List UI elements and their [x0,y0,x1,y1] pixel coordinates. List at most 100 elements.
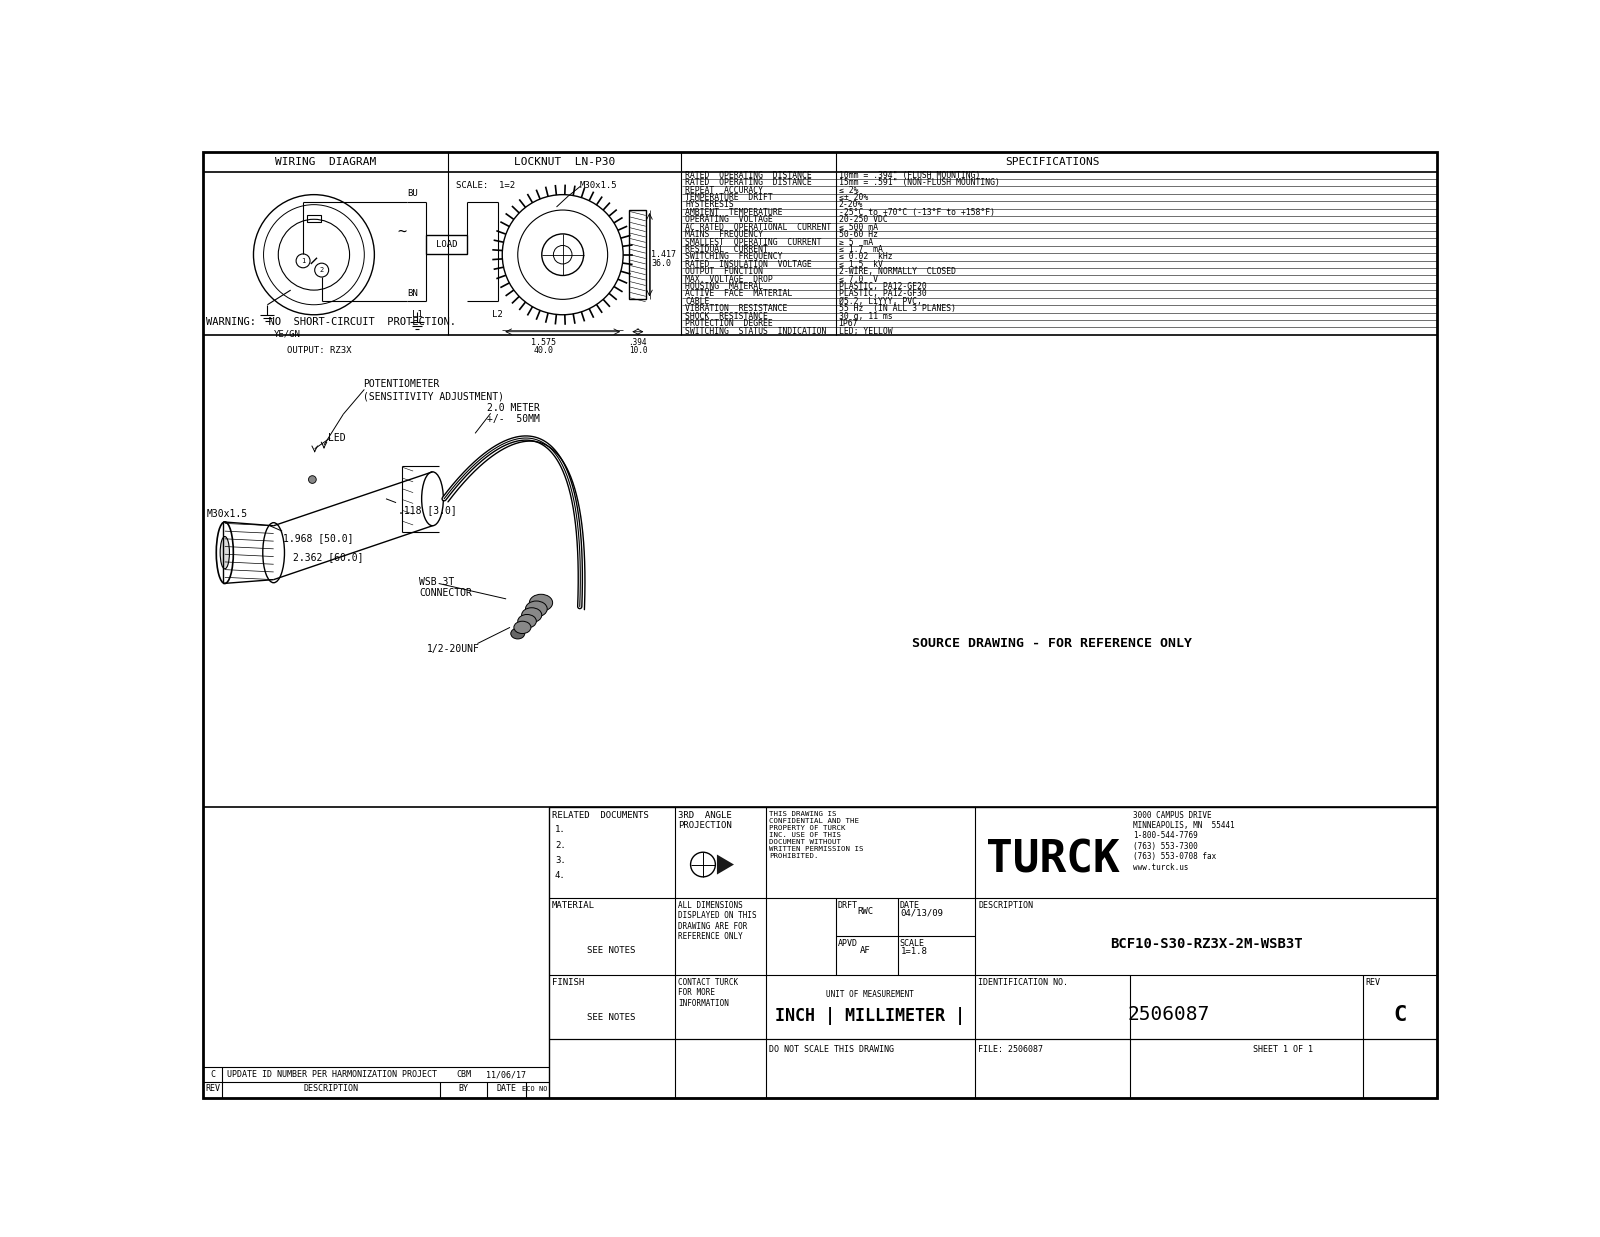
Text: WSB 3T
CONNECTOR: WSB 3T CONNECTOR [419,576,472,599]
Text: CABLE: CABLE [685,297,709,306]
Text: .118 [3.0]: .118 [3.0] [398,505,456,515]
Text: OPERATING  VOLTAGE: OPERATING VOLTAGE [685,215,773,224]
Text: ≥ 5  mA: ≥ 5 mA [838,238,872,246]
Ellipse shape [510,628,525,640]
Text: L1: L1 [411,310,422,319]
Text: WIRING  DIAGRAM: WIRING DIAGRAM [275,157,376,167]
Text: DO NOT SCALE THIS DRAWING: DO NOT SCALE THIS DRAWING [770,1045,894,1054]
Text: DRFT: DRFT [838,901,858,909]
Text: ≤ 1.5  kV: ≤ 1.5 kV [838,260,883,268]
Ellipse shape [216,522,234,584]
Text: 10mm = .394" (FLUSH MOUNTING): 10mm = .394" (FLUSH MOUNTING) [838,171,979,179]
Bar [629,210,646,299]
Text: SHOCK  RESISTANCE: SHOCK RESISTANCE [685,312,768,320]
Bar [307,215,322,223]
Text: PROTECTION  DEGREE: PROTECTION DEGREE [685,319,773,328]
Text: M30x1.5: M30x1.5 [579,181,618,189]
Text: PLASTIC, PA12-GF30: PLASTIC, PA12-GF30 [838,289,926,298]
Text: CONTACT TURCK
FOR MORE
INFORMATION: CONTACT TURCK FOR MORE INFORMATION [678,977,738,1007]
Ellipse shape [518,615,536,628]
Text: 1/2-20UNF: 1/2-20UNF [427,643,480,653]
Text: REV: REV [205,1084,219,1094]
Text: C: C [210,1070,214,1079]
Text: RESIDUAL  CURRENT: RESIDUAL CURRENT [685,245,768,254]
Text: AF: AF [859,945,870,955]
Text: MAX. VOLTAGE  DROP: MAX. VOLTAGE DROP [685,275,773,283]
Ellipse shape [262,523,285,583]
Text: 2.: 2. [555,841,566,850]
Text: BU: BU [406,189,418,198]
Text: SWITCHING  FREQUENCY: SWITCHING FREQUENCY [685,252,782,261]
Text: 4.: 4. [555,872,566,881]
Text: 40.0: 40.0 [533,345,554,355]
Text: DATE: DATE [496,1084,517,1094]
Bar [426,235,467,254]
Text: SPECIFICATIONS: SPECIFICATIONS [1005,157,1099,167]
Text: CBM: CBM [456,1070,470,1079]
Text: OUTPUT: RZ3X: OUTPUT: RZ3X [286,345,352,355]
Text: REV: REV [1366,977,1381,987]
Text: 55 Hz  (IN ALL 3 PLANES): 55 Hz (IN ALL 3 PLANES) [838,304,955,313]
Text: 2.362 [60.0]: 2.362 [60.0] [293,552,363,562]
Text: APVD: APVD [838,939,858,949]
Bar [549,807,1437,1098]
Text: ≤ 2%: ≤ 2% [838,186,858,194]
Text: WARNING:  NO  SHORT-CIRCUIT  PROTECTION.: WARNING: NO SHORT-CIRCUIT PROTECTION. [206,317,456,327]
Text: TURCK: TURCK [986,839,1120,882]
Text: DATE: DATE [899,901,920,909]
Text: MATERIAL: MATERIAL [552,901,595,909]
Text: LOCKNUT  LN-P30: LOCKNUT LN-P30 [514,157,614,167]
Text: M30x1.5: M30x1.5 [206,508,248,518]
Text: SMALLEST  OPERATING  CURRENT: SMALLEST OPERATING CURRENT [685,238,822,246]
Text: HYSTERESIS: HYSTERESIS [685,200,734,209]
Text: L2: L2 [493,310,502,319]
Text: BCF10-S30-RZ3X-2M-WSB3T: BCF10-S30-RZ3X-2M-WSB3T [1110,936,1302,951]
Text: ≤ 0.02  kHz: ≤ 0.02 kHz [838,252,893,261]
Text: 36.0: 36.0 [651,260,670,268]
Text: YE/GN: YE/GN [274,329,301,339]
Text: DESCRIPTION: DESCRIPTION [978,901,1034,909]
Text: HOUSING  MATERAL: HOUSING MATERAL [685,282,763,291]
Text: RELATED  DOCUMENTS: RELATED DOCUMENTS [552,810,648,820]
Ellipse shape [530,594,552,611]
Text: ALL DIMENSIONS
DISPLAYED ON THIS
DRAWING ARE FOR
REFERENCE ONLY: ALL DIMENSIONS DISPLAYED ON THIS DRAWING… [678,901,757,941]
Text: THIS DRAWING IS
CONFIDENTIAL AND THE
PROPERTY OF TURCK
INC. USE OF THIS
DOCUMENT: THIS DRAWING IS CONFIDENTIAL AND THE PRO… [770,810,864,858]
Text: 2: 2 [320,267,323,273]
Text: RWC: RWC [858,907,874,917]
Text: 1.: 1. [555,825,566,834]
Text: UPDATE ID NUMBER PER HARMONIZATION PROJECT: UPDATE ID NUMBER PER HARMONIZATION PROJE… [227,1070,437,1079]
Polygon shape [717,855,734,875]
Text: 15mm = .591" (NON-FLUSH MOUNTING): 15mm = .591" (NON-FLUSH MOUNTING) [838,178,1000,187]
Text: ≤± 20%: ≤± 20% [838,193,867,202]
Text: .394: .394 [629,338,646,346]
Text: POTENTIOMETER
(SENSITIVITY ADJUSTMENT): POTENTIOMETER (SENSITIVITY ADJUSTMENT) [363,380,504,401]
Text: Ø5.2, LiYYY, PVC,: Ø5.2, LiYYY, PVC, [838,297,922,306]
Text: AC RATED  OPERATIONAL  CURRENT: AC RATED OPERATIONAL CURRENT [685,223,832,231]
Text: SEE NOTES: SEE NOTES [587,945,635,955]
Text: ACTIVE  FACE  MATERIAL: ACTIVE FACE MATERIAL [685,289,792,298]
Text: PLASTIC, PA12-GF20: PLASTIC, PA12-GF20 [838,282,926,291]
Text: ≤ 1.7  mA: ≤ 1.7 mA [838,245,883,254]
Text: ~: ~ [398,224,406,239]
Text: 04/13/09: 04/13/09 [901,908,944,918]
Circle shape [309,476,317,484]
Text: IP67: IP67 [838,319,858,328]
Text: UNIT OF MEASUREMENT: UNIT OF MEASUREMENT [827,990,914,999]
Text: ECO NO.: ECO NO. [522,1086,552,1091]
Text: SCALE: SCALE [899,939,925,949]
Ellipse shape [514,621,531,633]
Text: 2-20%: 2-20% [838,200,862,209]
Text: FINISH: FINISH [552,977,584,987]
Text: 2506087: 2506087 [1128,1006,1210,1024]
Text: 2.0 METER
+/-  50MM: 2.0 METER +/- 50MM [486,402,539,424]
Text: LED; YELLOW: LED; YELLOW [838,327,893,335]
Text: 1.968 [50.0]: 1.968 [50.0] [283,533,354,543]
Text: 20-250 VDC: 20-250 VDC [838,215,888,224]
Text: BN: BN [406,288,418,298]
Text: RATED  INSULATION  VOLTAGE: RATED INSULATION VOLTAGE [685,260,811,268]
Text: 3000 CAMPUS DRIVE
MINNEAPOLIS, MN  55441
1-800-544-7769
(763) 553-7300
(763) 553: 3000 CAMPUS DRIVE MINNEAPOLIS, MN 55441 … [1133,810,1235,872]
Text: SEE NOTES: SEE NOTES [587,1013,635,1022]
Text: RATED  OPERATING  DISTANCE: RATED OPERATING DISTANCE [685,171,811,179]
Ellipse shape [522,607,542,622]
Ellipse shape [221,537,229,569]
